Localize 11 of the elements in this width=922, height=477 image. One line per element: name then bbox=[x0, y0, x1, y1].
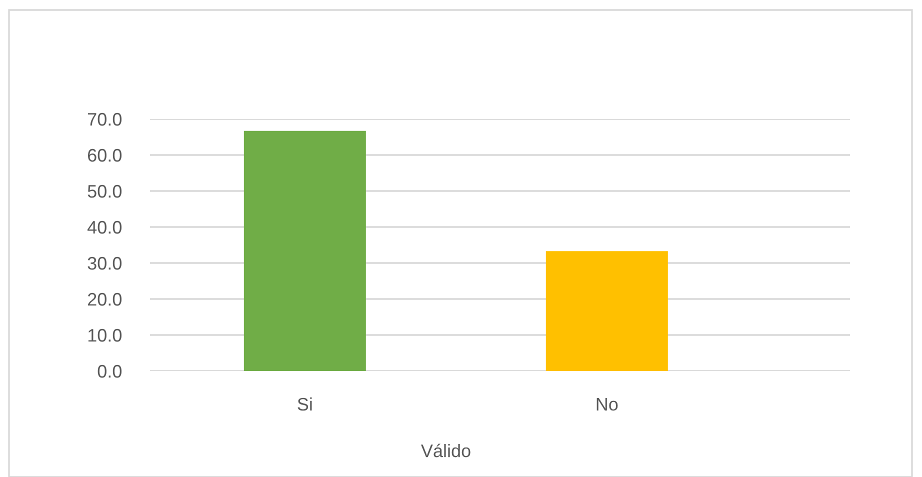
y-tick-label: 50.0 bbox=[88, 184, 122, 198]
x-axis-title: Válido bbox=[420, 444, 470, 458]
y-tick-label: 0.0 bbox=[98, 364, 122, 378]
y-tick-label: 30.0 bbox=[88, 256, 122, 270]
y-tick-label: 70.0 bbox=[88, 112, 122, 126]
y-tick-label: 10.0 bbox=[88, 328, 122, 342]
y-tick-label: 40.0 bbox=[88, 220, 122, 234]
x-tick-label: No bbox=[596, 398, 618, 411]
y-tick-label: 60.0 bbox=[88, 148, 122, 162]
y-tick-label: 20.0 bbox=[88, 292, 122, 306]
x-tick-label: Si bbox=[298, 397, 312, 411]
